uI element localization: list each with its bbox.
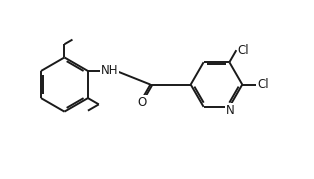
Text: O: O: [138, 96, 147, 109]
Text: Cl: Cl: [257, 78, 269, 91]
Text: NH: NH: [101, 64, 118, 77]
Text: Cl: Cl: [238, 44, 249, 57]
Text: N: N: [226, 104, 235, 117]
